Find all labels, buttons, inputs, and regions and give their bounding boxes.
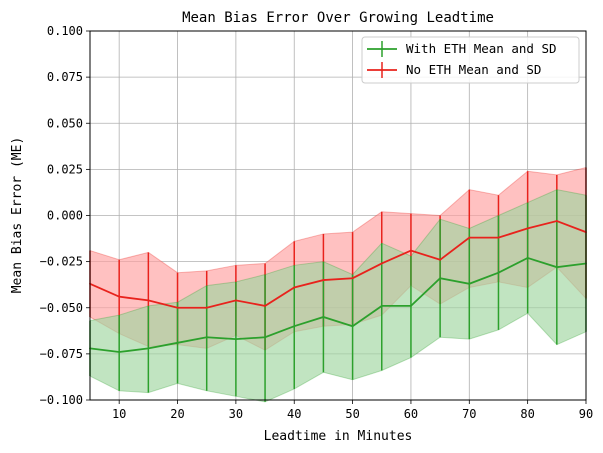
data-point	[205, 306, 208, 309]
x-tick-label: 40	[287, 407, 301, 421]
chart-title: Mean Bias Error Over Growing Leadtime	[182, 10, 494, 26]
data-point	[147, 299, 150, 302]
x-tick-label: 50	[345, 407, 359, 421]
y-tick-label: 0.025	[47, 162, 83, 176]
x-tick-label: 30	[229, 407, 243, 421]
data-point	[380, 305, 383, 307]
data-point	[468, 282, 471, 285]
data-point	[322, 279, 325, 281]
data-point	[147, 347, 150, 350]
y-tick-label: 0.000	[47, 209, 83, 223]
data-point	[176, 306, 179, 309]
data-point	[264, 305, 266, 307]
data-point	[555, 220, 558, 222]
x-tick-label: 20	[170, 407, 184, 421]
y-tick-label: 0.050	[47, 116, 83, 130]
legend-box	[361, 36, 580, 84]
data-point	[555, 266, 558, 269]
legend-label: No ETH Mean and SD	[406, 62, 541, 77]
error-bands	[89, 166, 587, 403]
data-point	[205, 336, 208, 339]
x-tick-label: 10	[112, 407, 126, 421]
y-tick-label: −0.050	[40, 301, 83, 315]
data-point	[497, 236, 500, 239]
y-tick-label: −0.075	[40, 347, 83, 361]
x-axis-ticks: 10 20 30 40 50 60 70 80 90	[112, 400, 593, 421]
data-point	[118, 351, 121, 353]
series-line-no-eth	[89, 220, 587, 309]
x-tick-label: 90	[579, 407, 593, 421]
data-point	[234, 299, 237, 302]
x-axis-label: Leadtime in Minutes	[264, 429, 413, 444]
legend-label: With ETH Mean and SD	[406, 41, 557, 56]
data-point	[439, 277, 442, 280]
y-tick-label: 0.075	[47, 70, 83, 84]
data-point	[410, 249, 412, 252]
data-point	[468, 236, 471, 239]
x-tick-label: 60	[404, 407, 418, 421]
data-point	[410, 305, 412, 307]
data-point	[526, 257, 529, 259]
data-point	[351, 325, 354, 328]
y-axis-label: Mean Bias Error (ME)	[10, 137, 25, 294]
legend: With ETH Mean and SD No ETH Mean and SD	[361, 36, 580, 84]
data-point	[526, 227, 529, 230]
y-tick-label: −0.100	[40, 393, 83, 407]
data-point	[322, 316, 325, 318]
data-point	[351, 277, 354, 280]
y-axis-ticks: −0.100 −0.075 −0.050 −0.025 0.000 0.025 0.050 0…	[40, 24, 90, 407]
data-point	[118, 295, 121, 298]
x-tick-label: 80	[520, 407, 534, 421]
y-tick-label: −0.025	[40, 255, 83, 269]
data-point	[176, 341, 179, 344]
data-point	[497, 271, 500, 274]
x-tick-label: 70	[462, 407, 476, 421]
y-tick-label: 0.100	[47, 24, 83, 38]
data-point	[264, 336, 266, 339]
data-point	[439, 258, 442, 261]
data-point	[234, 338, 237, 341]
data-point	[380, 262, 383, 265]
data-point	[293, 325, 296, 328]
series-line-with-eth	[89, 256, 587, 353]
data-point	[293, 286, 296, 289]
